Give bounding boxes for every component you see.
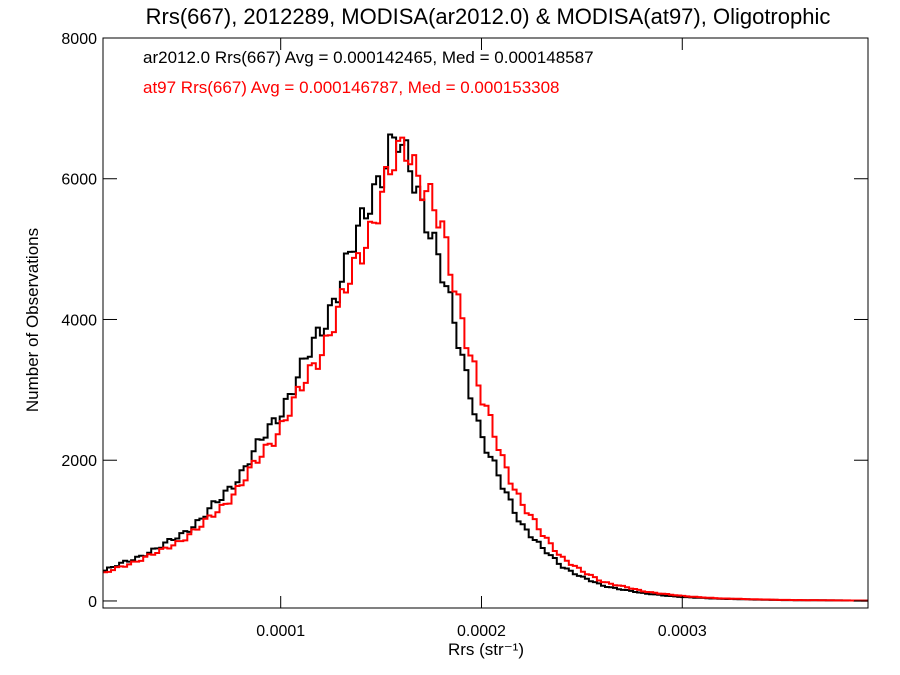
y-axis: 0 2000 4000 6000 8000: [61, 31, 868, 611]
series-group: [103, 133, 868, 602]
x-tick-label: 0.0003: [658, 623, 707, 640]
chart-title: Rrs(667), 2012289, MODISA(ar2012.0) & MO…: [146, 4, 831, 29]
y-tick-label: 2000: [61, 453, 97, 470]
y-tick-label: 4000: [61, 312, 97, 329]
x-tick-label: 0.0002: [457, 623, 506, 640]
series-line-2: [103, 136, 868, 602]
y-tick-label: 6000: [61, 172, 97, 189]
legend-annotation-ar2012: ar2012.0 Rrs(667) Avg = 0.000142465, Med…: [143, 48, 594, 67]
x-axis: 0.0001 0.0002 0.0003: [256, 38, 707, 640]
x-axis-label: Rrs (str⁻¹): [448, 640, 524, 659]
x-tick-label: 0.0001: [256, 623, 305, 640]
y-tick-label: 8000: [61, 31, 97, 48]
legend-annotation-at97: at97 Rrs(667) Avg = 0.000146787, Med = 0…: [143, 78, 560, 97]
y-tick-label: 0: [88, 594, 97, 611]
y-axis-label: Number of Observations: [23, 228, 42, 412]
plot-frame: [102, 37, 869, 609]
